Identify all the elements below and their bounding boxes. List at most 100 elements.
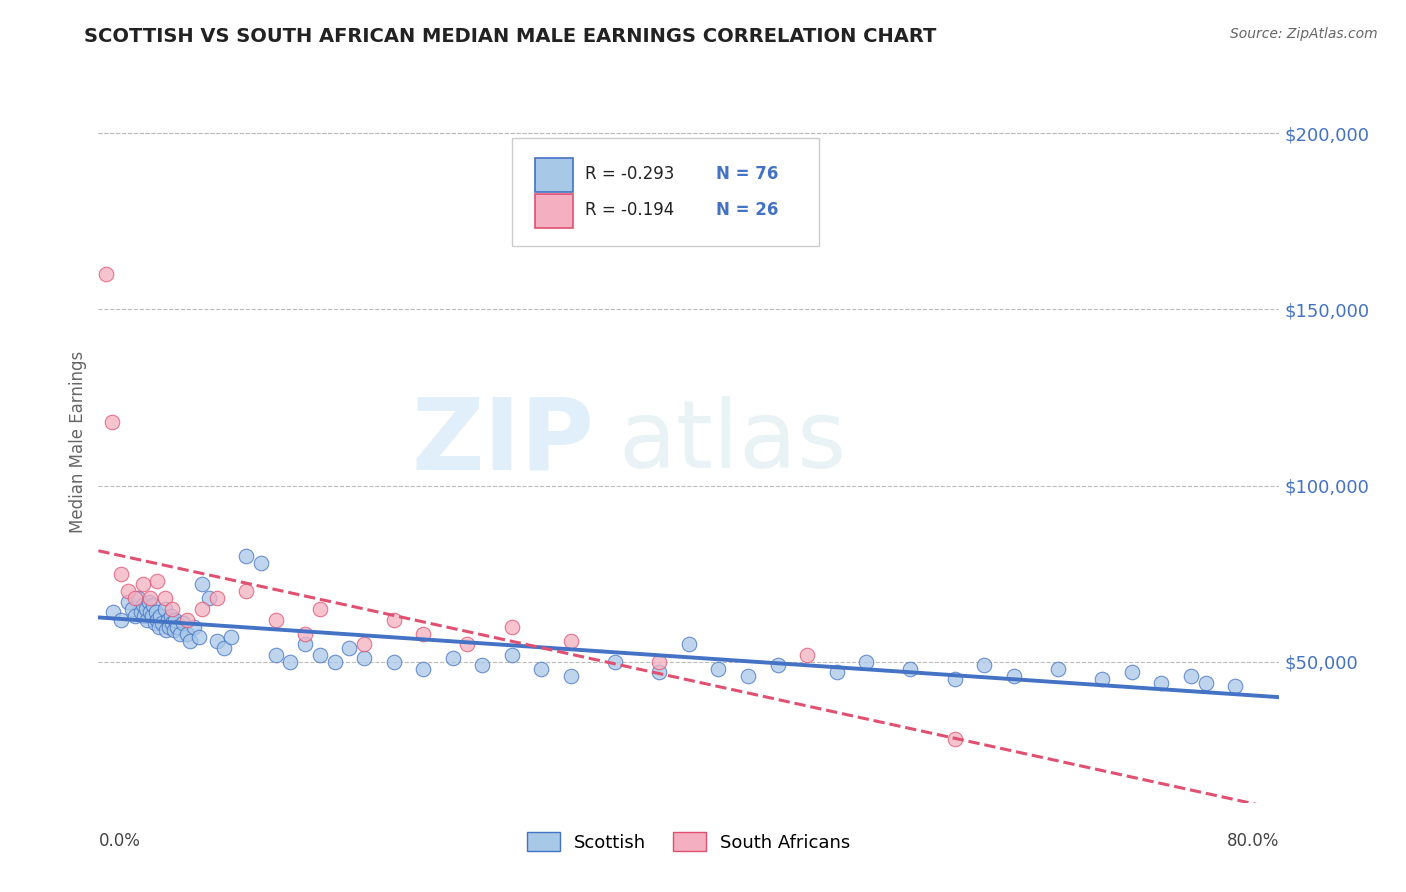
FancyBboxPatch shape bbox=[536, 194, 574, 227]
Point bbox=[221, 630, 243, 644]
Point bbox=[280, 655, 302, 669]
Point bbox=[100, 415, 122, 429]
Point bbox=[1180, 669, 1202, 683]
Text: R = -0.293: R = -0.293 bbox=[585, 165, 675, 183]
Text: SCOTTISH VS SOUTH AFRICAN MEDIAN MALE EARNINGS CORRELATION CHART: SCOTTISH VS SOUTH AFRICAN MEDIAN MALE EA… bbox=[84, 27, 936, 45]
Point bbox=[441, 651, 464, 665]
Point bbox=[294, 637, 316, 651]
Point bbox=[153, 602, 176, 616]
Point bbox=[145, 606, 167, 620]
Point bbox=[530, 662, 553, 676]
Point bbox=[163, 623, 186, 637]
Point bbox=[146, 574, 169, 588]
Point bbox=[457, 637, 479, 651]
Point bbox=[198, 591, 221, 606]
Point bbox=[117, 584, 139, 599]
Point bbox=[191, 602, 214, 616]
Point bbox=[501, 648, 523, 662]
Point bbox=[339, 640, 361, 655]
Point bbox=[1047, 662, 1070, 676]
Point bbox=[943, 732, 966, 747]
Point bbox=[471, 658, 494, 673]
Point bbox=[855, 655, 877, 669]
Point bbox=[205, 633, 228, 648]
Point bbox=[973, 658, 995, 673]
Text: ZIP: ZIP bbox=[412, 393, 595, 490]
Point bbox=[94, 267, 117, 281]
Point bbox=[169, 626, 191, 640]
Point bbox=[382, 655, 405, 669]
Point bbox=[766, 658, 789, 673]
Point bbox=[943, 673, 966, 687]
Point bbox=[1121, 665, 1143, 680]
Point bbox=[900, 662, 922, 676]
Point bbox=[138, 595, 160, 609]
Point bbox=[1195, 676, 1218, 690]
Point bbox=[141, 609, 163, 624]
Point bbox=[135, 602, 157, 616]
Point bbox=[153, 591, 176, 606]
Point bbox=[117, 595, 139, 609]
Point bbox=[250, 556, 273, 570]
Point bbox=[264, 648, 287, 662]
Text: N = 76: N = 76 bbox=[716, 165, 779, 183]
Point bbox=[156, 613, 179, 627]
Point bbox=[309, 602, 332, 616]
Point bbox=[183, 619, 205, 633]
Point bbox=[412, 662, 434, 676]
Point bbox=[139, 606, 162, 620]
FancyBboxPatch shape bbox=[536, 158, 574, 192]
Point bbox=[132, 577, 155, 591]
Point bbox=[825, 665, 848, 680]
Point bbox=[129, 606, 152, 620]
Point bbox=[146, 613, 169, 627]
Point bbox=[212, 640, 235, 655]
Point bbox=[309, 648, 332, 662]
Point bbox=[560, 669, 582, 683]
Point bbox=[294, 626, 316, 640]
Text: 80.0%: 80.0% bbox=[1227, 831, 1279, 850]
Point bbox=[121, 602, 143, 616]
Point bbox=[1002, 669, 1025, 683]
Point bbox=[132, 599, 155, 613]
Text: N = 26: N = 26 bbox=[716, 202, 779, 219]
Point bbox=[162, 602, 183, 616]
Point bbox=[235, 549, 257, 563]
Point bbox=[179, 633, 201, 648]
Point bbox=[205, 591, 228, 606]
Point bbox=[235, 584, 257, 599]
Point bbox=[142, 599, 165, 613]
Point bbox=[150, 615, 173, 630]
Text: R = -0.194: R = -0.194 bbox=[585, 202, 675, 219]
Point bbox=[353, 651, 375, 665]
Point bbox=[148, 619, 170, 633]
Point bbox=[162, 615, 183, 630]
Point bbox=[166, 619, 188, 633]
Text: Source: ZipAtlas.com: Source: ZipAtlas.com bbox=[1230, 27, 1378, 41]
Point bbox=[110, 613, 132, 627]
Point bbox=[501, 619, 523, 633]
Point bbox=[110, 566, 132, 581]
Point bbox=[412, 626, 434, 640]
Point bbox=[648, 665, 671, 680]
Point bbox=[172, 615, 194, 630]
Point bbox=[678, 637, 700, 651]
Legend: Scottish, South Africans: Scottish, South Africans bbox=[520, 825, 858, 859]
Point bbox=[560, 633, 582, 648]
FancyBboxPatch shape bbox=[512, 138, 818, 246]
Point bbox=[737, 669, 759, 683]
Point bbox=[124, 591, 146, 606]
Point bbox=[353, 637, 375, 651]
Y-axis label: Median Male Earnings: Median Male Earnings bbox=[69, 351, 87, 533]
Point bbox=[648, 655, 671, 669]
Point bbox=[1150, 676, 1173, 690]
Point bbox=[1225, 680, 1247, 694]
Text: atlas: atlas bbox=[619, 395, 846, 488]
Point bbox=[136, 613, 159, 627]
Point bbox=[796, 648, 818, 662]
Point bbox=[176, 613, 198, 627]
Point bbox=[323, 655, 346, 669]
Point bbox=[382, 613, 405, 627]
Point bbox=[264, 613, 287, 627]
Point bbox=[1091, 673, 1114, 687]
